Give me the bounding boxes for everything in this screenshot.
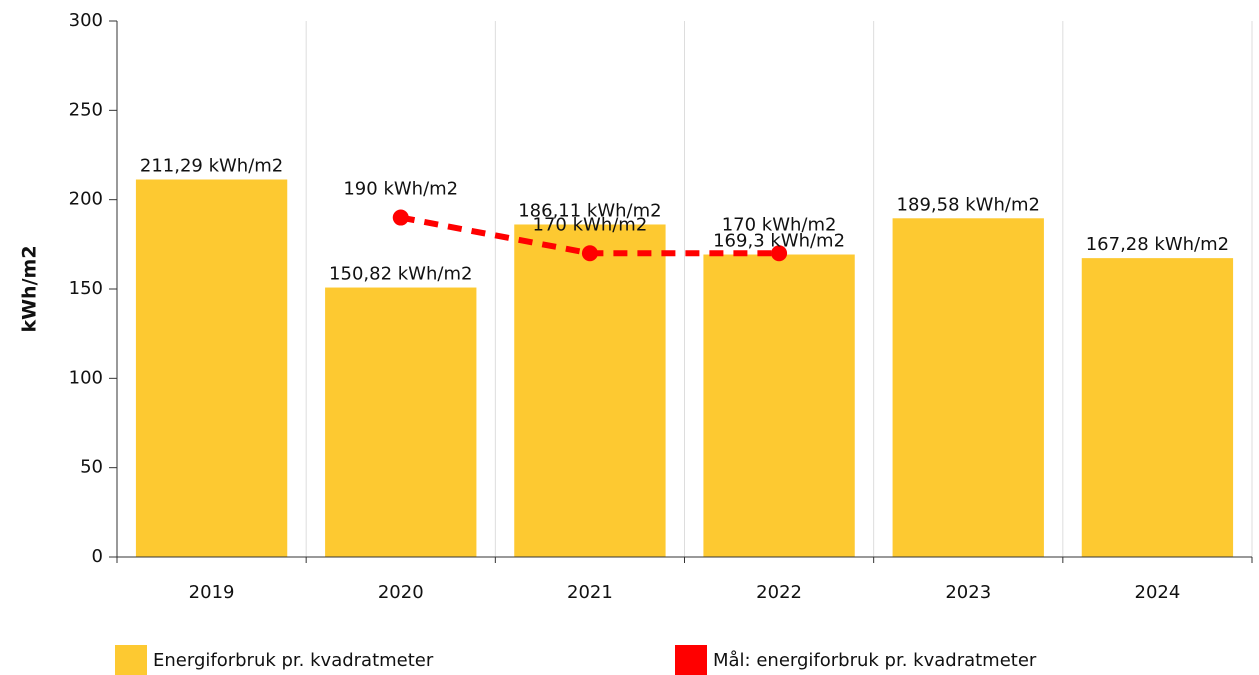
y-tick-label: 100 xyxy=(69,367,103,388)
legend-label: Mål: energiforbruk pr. kvadratmeter xyxy=(713,650,1037,671)
bar xyxy=(703,254,855,557)
bar xyxy=(892,218,1044,557)
data-label: 170 kWh/m2 xyxy=(722,214,837,235)
y-tick-label: 300 xyxy=(69,10,103,31)
data-label: 169,3 kWh/m2 xyxy=(713,231,845,252)
bar xyxy=(514,224,666,557)
x-tick-label: 2022 xyxy=(756,582,802,603)
y-tick-label: 150 xyxy=(69,278,103,299)
data-label: 190 kWh/m2 xyxy=(343,179,458,200)
legend-swatch xyxy=(675,645,707,675)
x-tick-label: 2020 xyxy=(378,582,424,603)
target-marker xyxy=(581,245,598,262)
x-tick-label: 2023 xyxy=(945,582,991,603)
x-tick-label: 2024 xyxy=(1135,582,1181,603)
bar xyxy=(135,179,288,558)
target-marker xyxy=(392,209,409,226)
data-label: 170 kWh/m2 xyxy=(533,214,648,235)
y-tick-label: 200 xyxy=(69,189,103,210)
target-marker xyxy=(771,245,788,262)
x-tick-label: 2021 xyxy=(567,582,613,603)
bar xyxy=(325,287,477,557)
data-label: 211,29 kWh/m2 xyxy=(140,155,283,176)
x-tick-label: 2019 xyxy=(189,582,235,603)
bar xyxy=(1081,258,1234,557)
data-label: 167,28 kWh/m2 xyxy=(1086,234,1229,255)
legend-label: Energiforbruk pr. kvadratmeter xyxy=(153,650,434,671)
y-tick-label: 250 xyxy=(69,99,103,120)
y-tick-label: 0 xyxy=(92,546,103,567)
data-label: 150,82 kWh/m2 xyxy=(329,264,472,285)
legend-swatch xyxy=(115,645,147,675)
data-label: 189,58 kWh/m2 xyxy=(897,194,1040,215)
y-axis-title: kWh/m2 xyxy=(19,245,41,332)
data-label: 186,11 kWh/m2 xyxy=(518,200,661,221)
y-tick-label: 50 xyxy=(80,457,103,478)
